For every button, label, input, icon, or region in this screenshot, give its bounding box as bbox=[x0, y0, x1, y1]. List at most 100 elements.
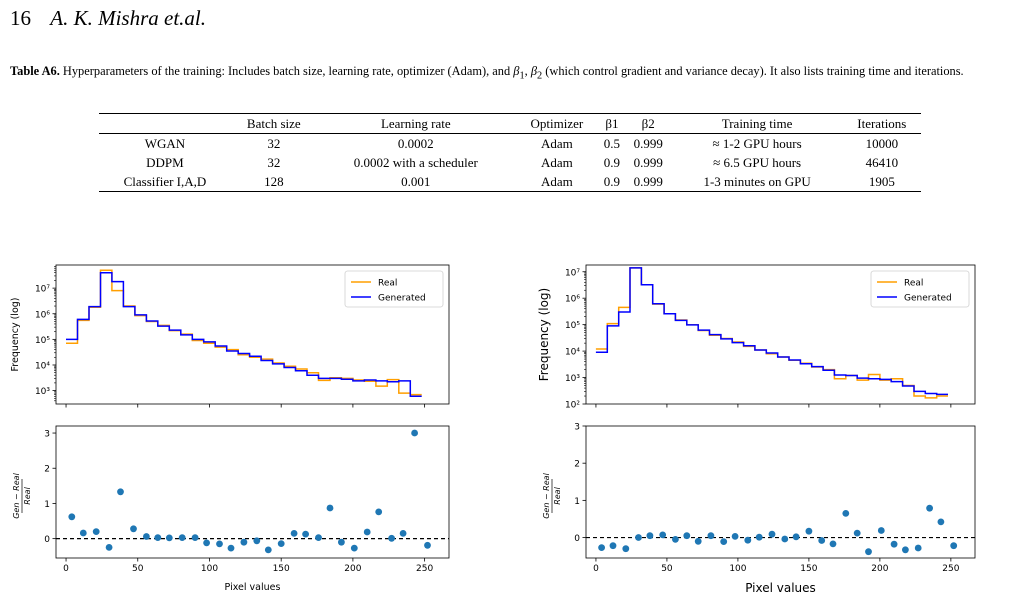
x-axis-label: Pixel values bbox=[225, 582, 281, 593]
scatter-point bbox=[92, 528, 100, 535]
y-tick-label: 2 bbox=[574, 460, 580, 470]
caption-beta2: β bbox=[530, 64, 537, 78]
table-cell: 0.9 bbox=[603, 154, 621, 170]
table-cell: ≈ 1-2 GPU hours bbox=[712, 135, 802, 151]
y-axis-label: Frequency (log) bbox=[537, 288, 551, 381]
caption-text-2: (which control gradient and variance dec… bbox=[542, 64, 964, 78]
table-header-row: Batch size Learning rate Optimizer β1 β2… bbox=[99, 113, 921, 134]
x-tick-label: 250 bbox=[416, 564, 433, 574]
table-cell: 0.001 bbox=[316, 172, 515, 192]
scatter-point bbox=[399, 530, 407, 537]
scatter-point bbox=[165, 534, 173, 542]
legend-box bbox=[870, 270, 970, 308]
scatter-point bbox=[707, 532, 715, 540]
table-cell: 0.0002 with a scheduler bbox=[353, 154, 478, 170]
table-header: β2 bbox=[624, 113, 672, 134]
table-cell: Adam bbox=[541, 135, 573, 151]
x-tick-label: 50 bbox=[661, 564, 673, 574]
legend-entry: Generated bbox=[378, 294, 426, 304]
table-header: Batch size bbox=[230, 113, 317, 134]
page-number: 16 bbox=[10, 6, 31, 30]
caption-beta2-sub: 2 bbox=[537, 70, 543, 82]
x-tick-label: 50 bbox=[132, 564, 144, 574]
scatter-point bbox=[768, 530, 776, 538]
scatter-point bbox=[240, 538, 248, 546]
x-tick-label: 100 bbox=[729, 564, 746, 574]
scatter-point bbox=[622, 545, 630, 553]
y-tick-label: 10⁵ bbox=[35, 336, 50, 346]
y-tick-label: 10³ bbox=[35, 387, 50, 397]
y-tick-label: 0 bbox=[574, 534, 580, 544]
scatter-point bbox=[277, 540, 285, 547]
scatter-point bbox=[598, 544, 605, 551]
x-tick-label: 100 bbox=[201, 564, 218, 574]
table-cell: WGAN bbox=[144, 135, 186, 151]
scatter-point bbox=[191, 534, 199, 541]
scatter-point bbox=[781, 535, 789, 543]
scatter-point bbox=[178, 534, 186, 541]
scatter-point bbox=[130, 525, 137, 533]
scatter-point bbox=[117, 488, 124, 496]
scatter-point bbox=[914, 544, 922, 552]
table-cell: 10000 bbox=[865, 135, 899, 151]
table-row: DDPM 32 0.0002 with a scheduler Adam 0.9… bbox=[99, 153, 921, 172]
scatter-point bbox=[68, 513, 76, 521]
scatter-point bbox=[818, 537, 826, 544]
table-cell: 0.999 bbox=[633, 154, 663, 170]
scatter-point bbox=[694, 537, 702, 545]
scatter-point bbox=[411, 429, 418, 437]
scatter-point bbox=[105, 544, 113, 551]
table-cell: 0.0002 bbox=[397, 135, 434, 151]
y-axis-label: Frequency (log) bbox=[10, 298, 21, 372]
scatter-point bbox=[755, 533, 763, 541]
scatter-point bbox=[744, 536, 752, 544]
scatter-point bbox=[375, 508, 383, 516]
table-cell: 0.999 bbox=[624, 172, 672, 192]
table-cell: 0.5 bbox=[603, 135, 621, 151]
caption-beta1-sub: 1 bbox=[519, 70, 525, 82]
y-tick-label: 10⁴ bbox=[565, 348, 580, 358]
scatter-point bbox=[388, 534, 395, 542]
legend-entry: Generated bbox=[904, 294, 952, 304]
table-label: Table A6. bbox=[10, 64, 60, 78]
table-header: Iterations bbox=[842, 113, 921, 134]
scatter-point bbox=[926, 504, 933, 512]
scatter-point bbox=[424, 541, 431, 549]
page-header: 16 A. K. Mishra et.al. bbox=[10, 6, 206, 31]
y-tick-label: 10⁷ bbox=[565, 268, 580, 278]
x-tick-label: 200 bbox=[344, 564, 361, 574]
y-axis-label-fraction: Gen − Real Real bbox=[12, 472, 32, 518]
table-header: Learning rate bbox=[316, 113, 515, 134]
y-label-denominator: Real bbox=[553, 486, 562, 504]
y-axis-label-fraction: Gen − Real Real bbox=[542, 472, 562, 518]
scatter-point bbox=[890, 540, 898, 548]
scatter-point bbox=[672, 536, 679, 543]
scatter-point bbox=[609, 542, 617, 550]
scatter-point bbox=[902, 546, 909, 554]
plot-frame bbox=[55, 425, 450, 559]
table-cell: Classifier I,A,D bbox=[99, 172, 231, 192]
x-tick-label: 150 bbox=[800, 564, 817, 574]
legend-box bbox=[344, 270, 444, 308]
scatter-point bbox=[253, 537, 261, 545]
running-head-authors: A. K. Mishra et.al. bbox=[50, 6, 206, 30]
x-tick-label: 0 bbox=[63, 564, 69, 574]
table-cell: 0.999 bbox=[633, 135, 663, 151]
scatter-point bbox=[315, 534, 322, 541]
table-row: WGAN 32 0.0002 Adam 0.5 0.999 ≈ 1-2 GPU … bbox=[99, 134, 921, 154]
legend-entry: Real bbox=[904, 279, 923, 289]
scatter-point bbox=[683, 532, 691, 540]
x-tick-label: 200 bbox=[871, 564, 888, 574]
scatter-point bbox=[79, 529, 87, 537]
y-tick-label: 10⁷ bbox=[35, 285, 50, 295]
scatter-point bbox=[326, 504, 334, 512]
series-line-generated bbox=[66, 271, 422, 398]
caption-beta1: β bbox=[513, 64, 520, 78]
y-label-denominator: Real bbox=[23, 486, 32, 504]
table-cell: 1-3 minutes on GPU bbox=[671, 172, 843, 192]
caption-sep: , bbox=[524, 64, 531, 78]
scatter-point bbox=[853, 529, 861, 537]
scatter-point bbox=[338, 538, 345, 546]
y-label-numerator: Gen − Real bbox=[542, 472, 551, 518]
